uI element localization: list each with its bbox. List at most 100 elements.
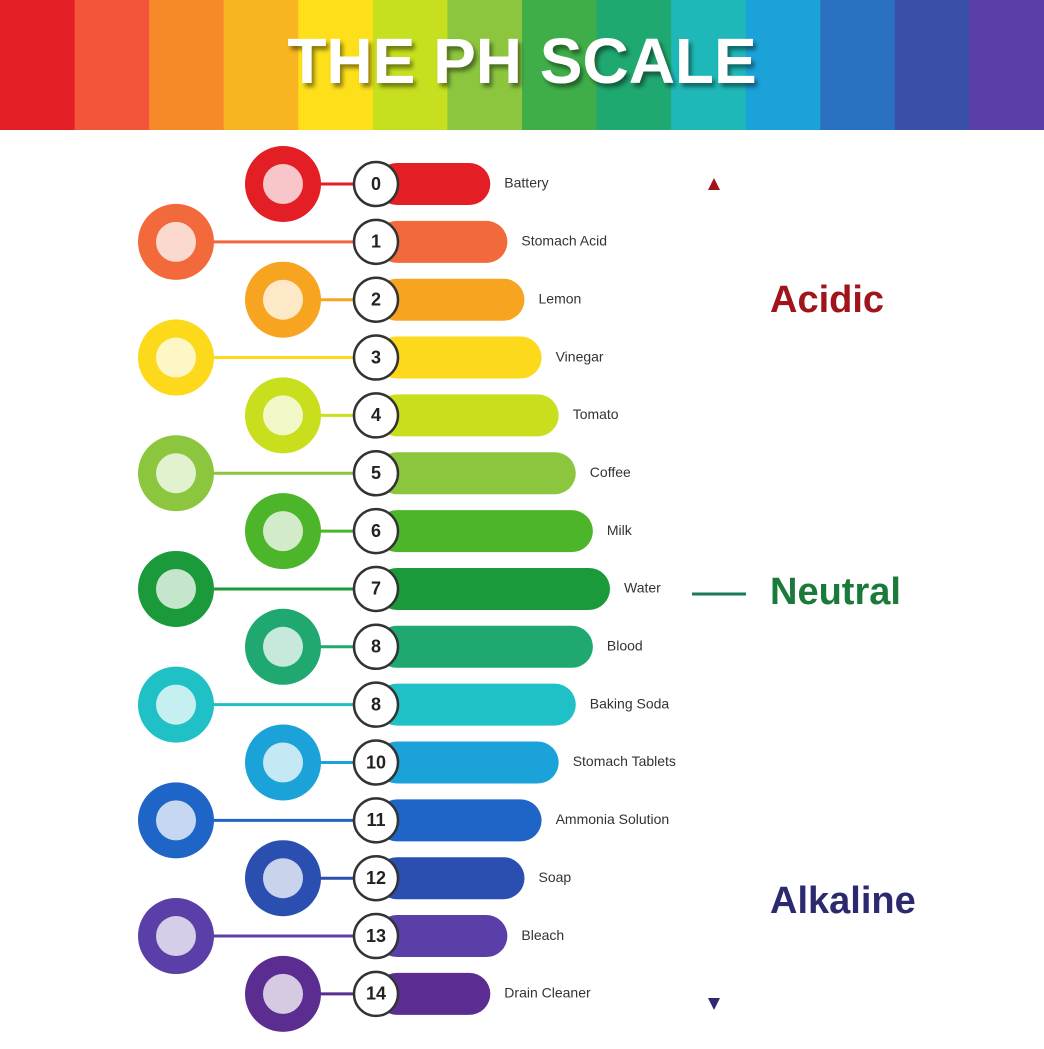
icon-glyph xyxy=(156,337,196,378)
scale-rows: 0 Battery 1 Stomach Acid 2 Lemon 3 Vinegar 4 Toma… xyxy=(138,146,676,1032)
header-stripe xyxy=(298,0,374,130)
item-label: Ammonia Solution xyxy=(556,811,670,827)
level-bar xyxy=(376,741,559,784)
level-bar xyxy=(376,972,491,1015)
icon-glyph xyxy=(156,453,196,494)
icon-glyph xyxy=(263,279,303,320)
scale-row: 2 Lemon xyxy=(245,261,582,338)
level-bar xyxy=(376,683,576,726)
icon-glyph xyxy=(263,858,303,899)
ph-number: 3 xyxy=(371,347,381,367)
header-stripe xyxy=(596,0,673,130)
level-bar xyxy=(376,857,525,900)
number-badge xyxy=(352,334,400,381)
header-stripe xyxy=(74,0,151,130)
arrow-head xyxy=(708,998,720,1010)
item-label: Lemon xyxy=(539,290,582,306)
level-bar xyxy=(376,799,542,842)
item-label: Soap xyxy=(539,869,572,885)
item-label: Baking Soda xyxy=(590,695,670,711)
number-badge xyxy=(352,450,400,497)
level-bar xyxy=(376,220,508,263)
header-band xyxy=(0,0,1044,130)
ph-number: 4 xyxy=(371,405,381,425)
item-label: Stomach Acid xyxy=(521,233,607,249)
header-stripe xyxy=(820,0,896,130)
scale-row: 14 Drain Cleaner xyxy=(245,955,591,1032)
number-badge xyxy=(352,854,400,902)
ph-number: 12 xyxy=(366,868,386,888)
header-stripe xyxy=(223,0,300,130)
icon-glyph xyxy=(263,395,303,436)
alkaline-label: Alkaline xyxy=(770,880,916,922)
ph-number: 0 xyxy=(371,174,381,194)
scale-row: 0 Battery xyxy=(245,146,549,222)
ph-number: 14 xyxy=(366,984,386,1004)
icon-glyph xyxy=(156,221,196,262)
number-badge xyxy=(352,797,400,844)
number-badge xyxy=(352,392,400,439)
number-badge xyxy=(352,276,400,323)
scale-row: 11 Ammonia Solution xyxy=(138,782,670,859)
item-label: Milk xyxy=(607,522,633,538)
ph-number: 6 xyxy=(371,521,381,541)
scale-row: 3 Vinegar xyxy=(138,319,604,396)
scale-row: 1 Stomach Acid xyxy=(138,203,607,280)
header-stripe xyxy=(149,0,225,130)
header-stripe xyxy=(671,0,747,130)
icon-glyph xyxy=(156,684,196,725)
neutral-label: Neutral xyxy=(770,571,901,613)
ph-number: 8 xyxy=(371,637,381,657)
item-label: Bleach xyxy=(521,927,564,943)
item-label: Water xyxy=(624,580,661,596)
number-badge xyxy=(352,912,400,960)
header-stripe xyxy=(372,0,449,130)
header-stripe xyxy=(522,0,598,130)
item-label: Coffee xyxy=(590,464,631,480)
header-stripe xyxy=(745,0,822,130)
level-bar xyxy=(376,915,508,958)
header-stripe xyxy=(969,0,1044,130)
level-bar xyxy=(376,394,559,437)
level-bar xyxy=(376,163,491,205)
icon-glyph xyxy=(156,800,196,841)
ph-number: 5 xyxy=(371,463,381,483)
scale-row: 4 Tomato xyxy=(245,377,619,454)
header-stripe xyxy=(0,0,76,130)
number-badge xyxy=(352,565,400,613)
icon-glyph xyxy=(263,511,303,552)
item-label: Tomato xyxy=(573,406,619,422)
number-badge xyxy=(352,507,400,555)
ph-number: 13 xyxy=(366,926,386,946)
icon-glyph xyxy=(263,742,303,783)
number-badge xyxy=(352,623,400,671)
number-badge xyxy=(352,218,400,266)
scale-row: 8 Blood xyxy=(245,608,643,685)
number-badge xyxy=(352,160,400,208)
ph-number: 10 xyxy=(366,752,386,772)
level-bar xyxy=(376,625,593,668)
scale-row: 6 Milk xyxy=(245,493,633,570)
number-badge xyxy=(352,681,400,728)
item-label: Stomach Tablets xyxy=(573,753,676,769)
item-label: Drain Cleaner xyxy=(504,985,591,1001)
ph-number: 7 xyxy=(371,579,381,599)
number-badge xyxy=(352,739,400,786)
arrow-head xyxy=(708,178,720,190)
header-stripe xyxy=(894,0,971,130)
level-bar xyxy=(376,567,610,610)
item-label: Battery xyxy=(504,175,548,191)
scale-row: 10 Stomach Tablets xyxy=(245,724,676,801)
level-bar xyxy=(376,278,525,321)
icon-glyph xyxy=(156,568,196,609)
item-label: Vinegar xyxy=(556,348,604,364)
number-badge xyxy=(352,970,400,1018)
item-label: Blood xyxy=(607,638,643,654)
level-bar xyxy=(376,452,576,495)
ph-number: 11 xyxy=(366,810,385,830)
level-bar xyxy=(376,336,542,379)
icon-glyph xyxy=(263,626,303,667)
scale-row: 13 Bleach xyxy=(138,898,564,975)
acidic-label: Acidic xyxy=(770,279,884,321)
scale-row: 5 Coffee xyxy=(138,435,631,512)
